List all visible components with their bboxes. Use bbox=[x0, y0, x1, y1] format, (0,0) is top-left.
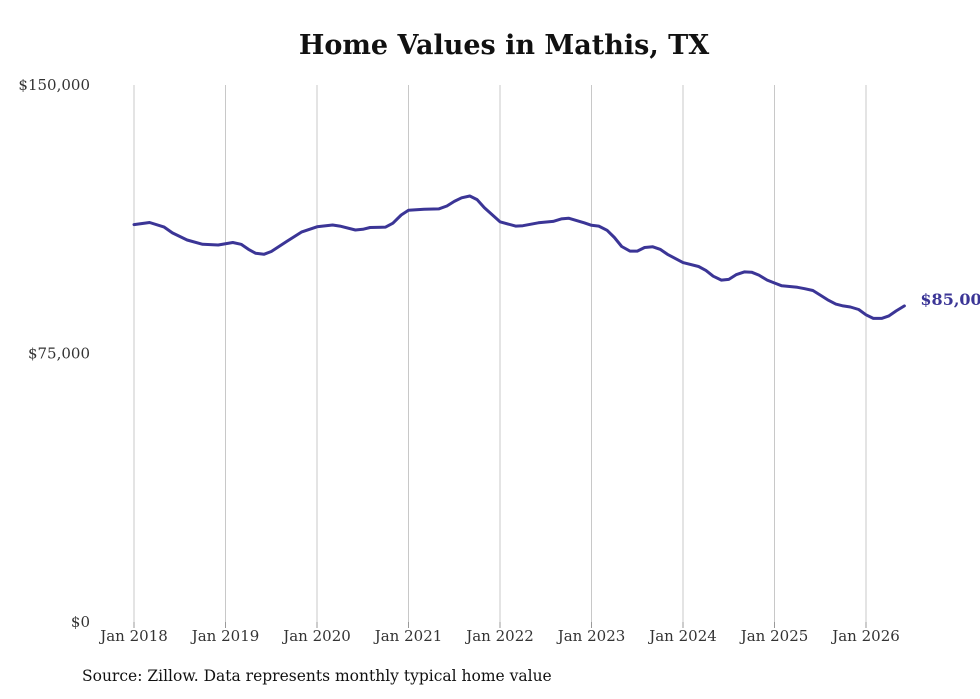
source-note: Source: Zillow. Data represents monthly … bbox=[82, 667, 552, 685]
y-tick-label: $0 bbox=[71, 613, 90, 631]
x-tick-label: Jan 2026 bbox=[830, 627, 900, 645]
chart-title: Home Values in Mathis, TX bbox=[298, 30, 710, 61]
y-tick-label: $75,000 bbox=[28, 345, 90, 363]
x-tick-label: Jan 2023 bbox=[556, 627, 626, 645]
x-tick-label: Jan 2022 bbox=[464, 627, 534, 645]
end-value-label: $85,000 bbox=[920, 290, 980, 309]
x-tick-label: Jan 2021 bbox=[373, 627, 443, 645]
x-tick-label: Jan 2025 bbox=[739, 627, 809, 645]
x-tick-label: Jan 2019 bbox=[190, 627, 260, 645]
x-tick-label: Jan 2018 bbox=[98, 627, 168, 645]
x-tick-label: Jan 2020 bbox=[281, 627, 351, 645]
x-tick-label: Jan 2024 bbox=[647, 627, 717, 645]
series-line-0 bbox=[132, 194, 906, 320]
y-tick-label: $150,000 bbox=[18, 76, 90, 94]
